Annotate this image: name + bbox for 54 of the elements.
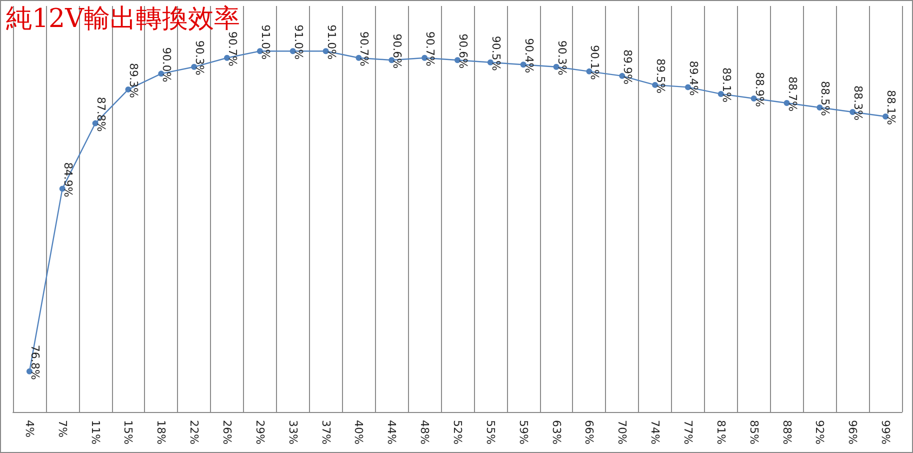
- data-label: 88.1%: [884, 90, 898, 125]
- data-label: 90.3%: [555, 40, 568, 76]
- data-label: 90.7%: [226, 31, 240, 66]
- data-label: 84.9%: [61, 162, 74, 198]
- x-tick-label: 77%: [681, 420, 694, 444]
- x-tick-label: 55%: [484, 420, 497, 444]
- x-tick-label: 18%: [154, 420, 168, 444]
- x-tick-label: 33%: [286, 420, 300, 444]
- x-tick-label: 66%: [582, 420, 596, 444]
- x-tick-label: 29%: [253, 420, 266, 444]
- data-label: 91.0%: [258, 24, 272, 60]
- x-tick-label: 7%: [56, 420, 69, 438]
- data-label: 90.0%: [160, 47, 174, 82]
- x-tick-label: 26%: [220, 420, 234, 444]
- data-label: 87.8%: [94, 96, 108, 132]
- x-tick-label: 85%: [747, 420, 760, 444]
- data-label: 90.4%: [522, 38, 536, 74]
- x-tick-label: 99%: [879, 420, 892, 444]
- x-tick-label: 11%: [88, 420, 102, 444]
- x-tick-label: 88%: [780, 420, 794, 444]
- x-tick-label: 15%: [122, 420, 135, 444]
- x-tick-label: 59%: [516, 420, 530, 444]
- data-label: 76.8%: [28, 344, 42, 380]
- x-tick-label: 63%: [550, 420, 563, 444]
- data-label: 88.5%: [818, 81, 832, 116]
- x-tick-label: 92%: [813, 420, 826, 444]
- x-tick-label: 44%: [385, 420, 398, 444]
- x-tick-label: 40%: [352, 420, 366, 444]
- data-label: 90.3%: [193, 40, 206, 76]
- data-label: 91.0%: [324, 24, 338, 60]
- x-tick-label: 74%: [648, 420, 662, 444]
- data-label: 90.5%: [489, 36, 502, 71]
- x-tick-label: 48%: [418, 420, 432, 444]
- x-tick-label: 4%: [22, 420, 36, 438]
- data-label: 88.3%: [852, 86, 865, 120]
- x-tick-label: 37%: [319, 420, 332, 444]
- data-label: 89.9%: [621, 49, 634, 84]
- data-label: 89.1%: [720, 67, 733, 102]
- data-label: 89.5%: [654, 58, 668, 94]
- data-label: 88.9%: [752, 72, 766, 107]
- data-label: 91.0%: [292, 24, 305, 60]
- data-label: 90.6%: [390, 34, 404, 69]
- x-tick-label: 81%: [714, 420, 728, 444]
- x-tick-label: 96%: [846, 420, 860, 444]
- data-label: 89.3%: [127, 62, 140, 98]
- x-tick-label: 22%: [188, 420, 201, 444]
- x-tick-label: 70%: [616, 420, 629, 444]
- data-label: 88.7%: [786, 76, 799, 112]
- data-label: 89.4%: [686, 60, 700, 96]
- data-label: 90.1%: [588, 44, 602, 80]
- data-label: 90.7%: [424, 31, 437, 66]
- x-tick-label: 52%: [451, 420, 464, 444]
- data-label: 90.7%: [358, 31, 371, 66]
- data-label: 90.6%: [456, 34, 470, 69]
